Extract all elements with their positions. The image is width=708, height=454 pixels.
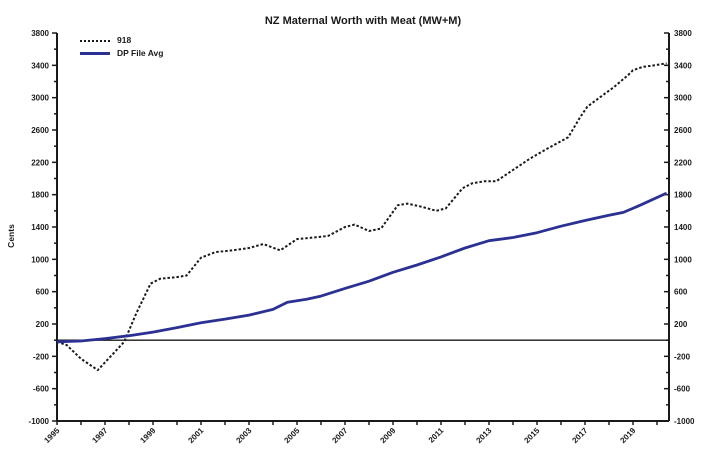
svg-text:3800: 3800 <box>674 29 692 38</box>
svg-text:1997: 1997 <box>90 426 109 445</box>
svg-text:2017: 2017 <box>570 426 589 445</box>
legend: 918 DP File Avg <box>80 34 163 60</box>
y-axis-right: -1000 -600 -200 200 600 1000 1400 1800 2200 2600 3… <box>664 29 695 426</box>
series-dp-file-avg <box>56 191 668 344</box>
legend-label: DP File Avg <box>117 48 164 59</box>
chart-title: NZ Maternal Worth with Meat (MW+M) <box>264 15 462 27</box>
svg-text:-600: -600 <box>674 385 691 394</box>
svg-text:1000: 1000 <box>674 255 692 264</box>
svg-text:200: 200 <box>674 320 688 329</box>
svg-text:2009: 2009 <box>378 426 397 445</box>
svg-text:2007: 2007 <box>330 426 349 445</box>
svg-text:3800: 3800 <box>31 29 49 38</box>
svg-text:3000: 3000 <box>31 94 49 103</box>
svg-text:2600: 2600 <box>31 126 49 135</box>
series-918 <box>56 62 667 372</box>
svg-text:1999: 1999 <box>138 426 157 445</box>
y-axis-left: -1000 -600 -200 200 600 1000 1400 1800 2200 2600 3… <box>29 29 57 426</box>
svg-text:1000: 1000 <box>31 255 49 264</box>
svg-text:2013: 2013 <box>474 426 493 445</box>
svg-text:2001: 2001 <box>186 426 205 445</box>
svg-text:600: 600 <box>36 288 50 297</box>
legend-item-918: 918 <box>80 34 163 47</box>
svg-text:1800: 1800 <box>31 191 49 200</box>
svg-text:3000: 3000 <box>674 94 692 103</box>
svg-text:2005: 2005 <box>282 426 301 445</box>
svg-text:-1000: -1000 <box>674 417 695 426</box>
svg-text:1400: 1400 <box>674 223 692 232</box>
svg-text:2019: 2019 <box>618 426 637 445</box>
svg-text:1400: 1400 <box>31 223 49 232</box>
svg-text:-200: -200 <box>33 352 50 361</box>
svg-text:-600: -600 <box>33 385 50 394</box>
svg-text:600: 600 <box>674 288 688 297</box>
x-axis: 1995 1997 1999 2001 2003 2005 2007 2009 2011 2013… <box>42 421 658 445</box>
svg-text:2003: 2003 <box>234 426 253 445</box>
svg-text:2600: 2600 <box>674 126 692 135</box>
svg-text:2200: 2200 <box>674 158 692 167</box>
svg-text:-1000: -1000 <box>29 417 50 426</box>
svg-text:-200: -200 <box>674 352 691 361</box>
svg-text:3400: 3400 <box>674 61 692 70</box>
legend-item-dp-file-avg: DP File Avg <box>80 47 163 60</box>
svg-text:1995: 1995 <box>42 426 61 445</box>
svg-text:2200: 2200 <box>31 158 49 167</box>
legend-label: 918 <box>117 35 132 46</box>
axes <box>56 33 670 422</box>
svg-text:3400: 3400 <box>31 61 49 70</box>
dotted-line-swatch <box>80 39 110 42</box>
svg-text:2011: 2011 <box>427 426 446 445</box>
solid-line-swatch <box>80 52 110 55</box>
svg-text:200: 200 <box>36 320 50 329</box>
svg-text:2015: 2015 <box>522 426 541 445</box>
svg-text:1800: 1800 <box>674 191 692 200</box>
